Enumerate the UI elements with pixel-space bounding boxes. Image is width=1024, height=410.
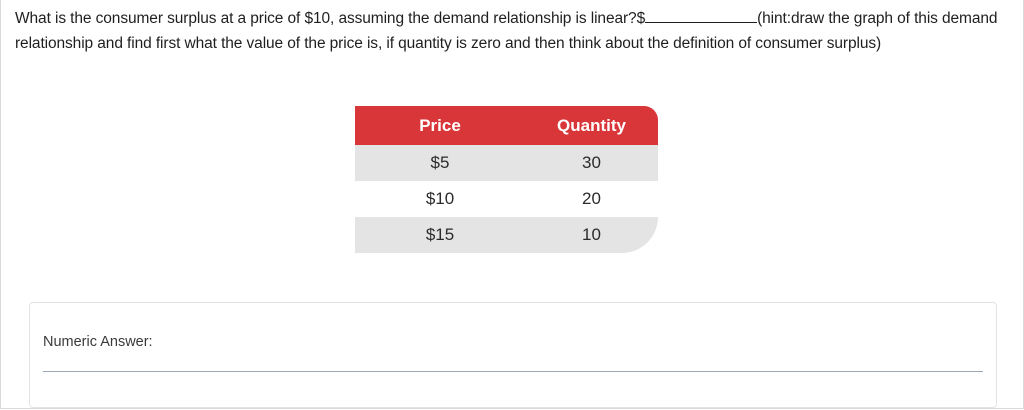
table-row: $15 10: [355, 217, 658, 253]
quantity-cell: 20: [582, 189, 601, 208]
question-part-1: What is the consumer surplus at a price …: [15, 10, 646, 27]
numeric-answer-input[interactable]: [43, 361, 983, 372]
price-cell: $10: [425, 189, 455, 208]
price-cell: $15: [355, 217, 525, 253]
header-price: Price: [355, 106, 525, 145]
quantity-cell: 10: [525, 217, 658, 253]
table-row: $5 30: [355, 145, 658, 181]
numeric-answer-label: Numeric Answer:: [43, 334, 153, 350]
question-hint: (hint:draw the graph of this demand rela…: [15, 10, 998, 52]
demand-table: Price Quantity $5 30 $10 20 $15 10: [355, 106, 658, 253]
quantity-cell: 30: [525, 145, 658, 181]
price-cell: $5: [355, 145, 525, 181]
header-quantity: Quantity: [525, 106, 658, 145]
table-header-row: Price Quantity: [355, 106, 658, 145]
table-row: $10 20: [355, 181, 658, 217]
answer-blank: [645, 9, 758, 23]
question-text: What is the consumer surplus at a price …: [15, 6, 1005, 56]
answer-card: Numeric Answer:: [29, 302, 997, 408]
